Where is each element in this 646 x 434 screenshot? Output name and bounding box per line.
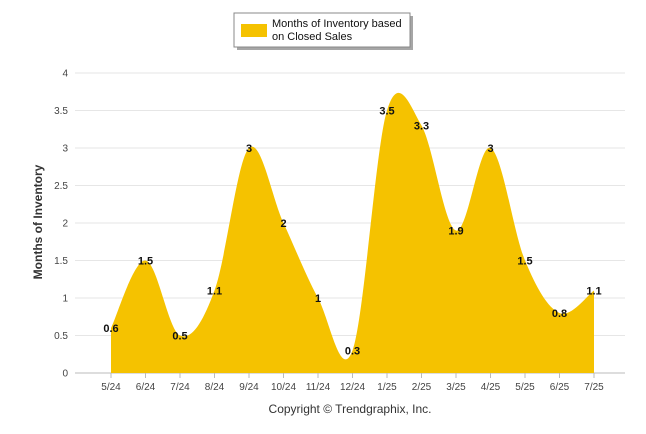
data-label: 0.3 bbox=[345, 346, 360, 358]
data-label: 1.1 bbox=[586, 286, 601, 298]
data-label: 1.9 bbox=[448, 226, 463, 238]
legend: Months of Inventory based on Closed Sale… bbox=[233, 12, 413, 50]
y-tick-label: 3.5 bbox=[54, 106, 68, 117]
data-label: 3 bbox=[246, 143, 252, 155]
legend-swatch bbox=[241, 24, 267, 37]
y-axis-title: Months of Inventory bbox=[31, 164, 45, 279]
x-tick-label: 1/25 bbox=[377, 382, 397, 393]
data-label: 0.8 bbox=[552, 308, 567, 320]
x-axis-ticks: 5/24 6/24 7/24 8/24 9/24 10/24 11/24 12/24 1/25 2… bbox=[101, 373, 604, 393]
x-tick-label: 7/24 bbox=[170, 382, 190, 393]
x-tick-label: 12/24 bbox=[340, 382, 365, 393]
data-label: 3.5 bbox=[379, 106, 394, 118]
series-area bbox=[111, 92, 594, 373]
data-label: 1.5 bbox=[517, 256, 532, 268]
x-tick-label: 10/24 bbox=[271, 382, 296, 393]
x-tick-label: 6/24 bbox=[136, 382, 156, 393]
x-tick-label: 5/24 bbox=[101, 382, 121, 393]
x-tick-label: 3/25 bbox=[446, 382, 466, 393]
x-tick-label: 7/25 bbox=[584, 382, 604, 393]
data-label: 3 bbox=[487, 143, 493, 155]
y-tick-label: 1 bbox=[62, 294, 68, 305]
y-tick-label: 2 bbox=[62, 219, 68, 230]
x-tick-label: 5/25 bbox=[515, 382, 535, 393]
y-tick-label: 4 bbox=[62, 69, 68, 80]
copyright-caption: Copyright © Trendgraphix, Inc. bbox=[269, 402, 432, 416]
area-fill bbox=[111, 92, 594, 373]
y-tick-label: 0.5 bbox=[54, 331, 68, 342]
x-tick-label: 6/25 bbox=[550, 382, 570, 393]
data-label: 3.3 bbox=[414, 121, 429, 133]
x-tick-label: 8/24 bbox=[205, 382, 225, 393]
legend-line-2: on Closed Sales bbox=[272, 31, 353, 43]
x-tick-label: 9/24 bbox=[239, 382, 259, 393]
y-axis-ticks: 0 0.5 1 1.5 2 2.5 3 3.5 4 bbox=[54, 69, 68, 380]
y-tick-label: 3 bbox=[62, 144, 68, 155]
data-label: 0.5 bbox=[172, 331, 187, 343]
data-label: 1.1 bbox=[207, 286, 222, 298]
x-tick-label: 4/25 bbox=[481, 382, 501, 393]
x-tick-label: 11/24 bbox=[306, 382, 331, 393]
data-labels: 0.6 1.5 0.5 1.1 3 2 1 0.3 3.5 3.3 1.9 3 1.5 0.8 1.1 bbox=[103, 106, 601, 358]
data-label: 1.5 bbox=[138, 256, 153, 268]
x-tick-label: 2/25 bbox=[412, 382, 432, 393]
y-tick-label: 1.5 bbox=[54, 256, 68, 267]
data-label: 2 bbox=[280, 218, 286, 230]
data-label: 1 bbox=[315, 293, 321, 305]
y-tick-label: 2.5 bbox=[54, 181, 68, 192]
legend-line-1: Months of Inventory based bbox=[272, 18, 402, 30]
y-tick-label: 0 bbox=[62, 369, 68, 380]
data-label: 0.6 bbox=[103, 323, 118, 335]
